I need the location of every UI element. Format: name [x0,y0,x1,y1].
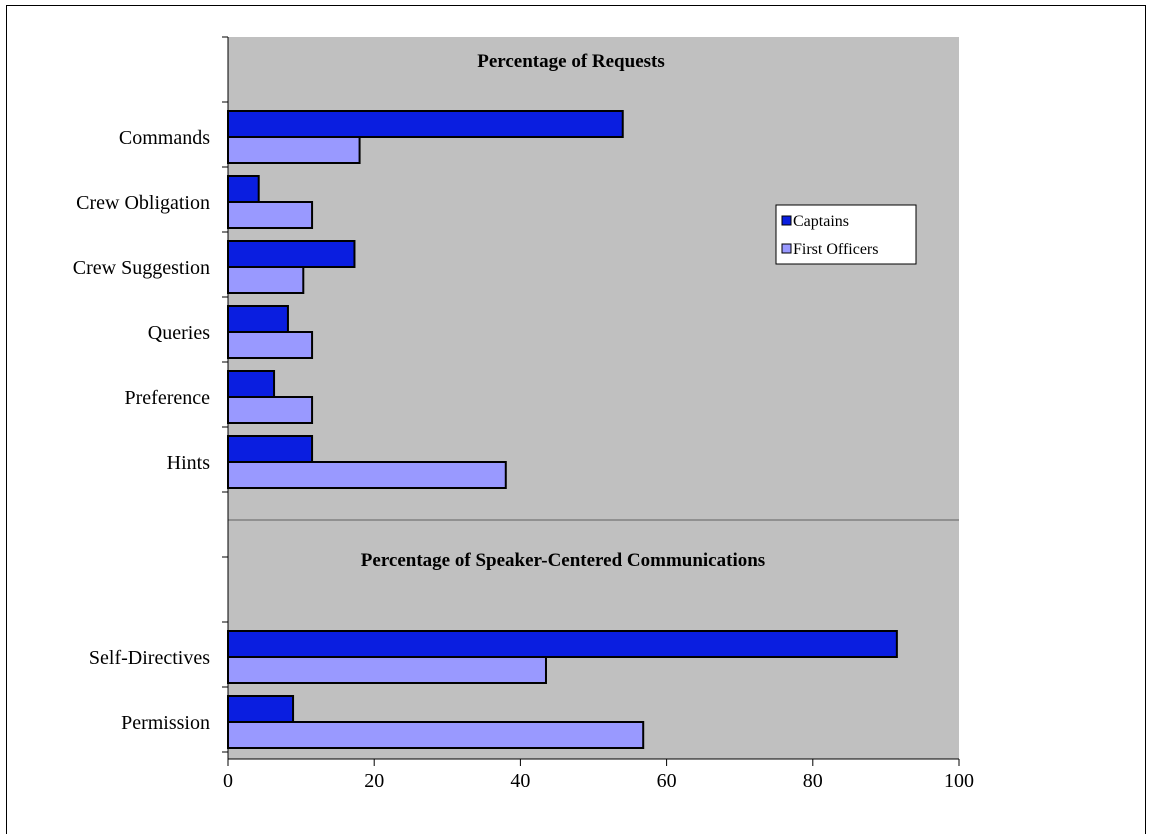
x-tick-label-100: 100 [944,770,974,792]
bar-first-officers-hints [227,461,507,489]
legend-box [775,204,917,265]
bar-first-officers-crew-suggestion [227,266,305,294]
bar-first-officers-crew-obligation [227,201,314,229]
bar-first-officers-permission [227,721,645,749]
bar-first-officers-queries [227,331,314,359]
x-tick-label-20: 20 [364,770,384,792]
bar-captains-preference [227,370,276,398]
legend: Captains First Officers [775,204,917,265]
category-label-permission: Permission [121,712,210,734]
labels-group: Commands Crew Obligation Crew Suggestion Qu… [73,127,974,792]
x-tick-label-60: 60 [657,770,677,792]
category-label-crew-suggestion: Crew Suggestion [73,257,210,279]
bar-captains-permission [227,695,295,723]
axes-group [222,36,960,766]
category-label-hints: Hints [167,452,211,474]
x-tick-label-40: 40 [510,770,530,792]
category-label-queries: Queries [148,322,210,344]
bar-first-officers-preference [227,396,314,424]
category-label-crew-obligation: Crew Obligation [76,192,210,214]
bar-first-officers-commands [227,136,361,164]
section-title-speaker-centered: Percentage of Speaker-Centered Communica… [361,550,765,571]
legend-swatch-first-officers [781,243,792,254]
bar-first-officers-self-directives [227,656,547,684]
bar-captains-commands [227,110,624,138]
bar-captains-hints [227,435,314,463]
bar-captains-crew-suggestion [227,240,356,268]
bar-captains-queries [227,305,289,333]
legend-swatch-captains [781,215,792,226]
x-tick-label-80: 80 [803,770,823,792]
legend-label-captains: Captains [793,213,849,230]
bar-captains-crew-obligation [227,175,260,203]
category-label-preference: Preference [125,387,211,409]
x-tick-label-0: 0 [223,770,233,792]
section-title-requests: Percentage of Requests [477,51,665,72]
category-label-commands: Commands [119,127,210,149]
category-label-self-directives: Self-Directives [89,647,210,669]
legend-label-first-officers: First Officers [793,241,878,258]
bar-captains-self-directives [227,630,898,658]
